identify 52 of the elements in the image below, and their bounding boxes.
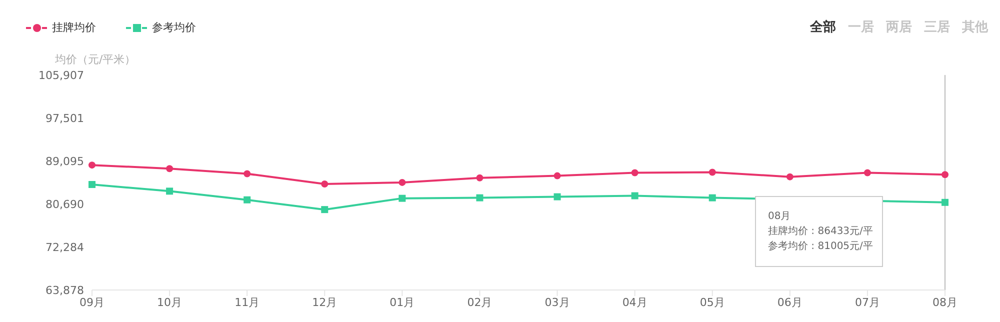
- x-tick-label: 05月: [700, 296, 725, 309]
- y-tick-label: 97,501: [46, 112, 84, 125]
- point: [708, 194, 716, 202]
- y-tick-label: 89,095: [46, 154, 84, 168]
- x-tick-label: 03月: [544, 296, 570, 309]
- point: [321, 206, 328, 214]
- annotation: 挂牌均价 : 86433元/平: [768, 224, 874, 239]
- x-tick-label: 11月: [234, 296, 260, 309]
- point: [88, 162, 96, 169]
- x-tick-label: 06月: [777, 296, 802, 309]
- legend-label: 挂牌均价: [51, 20, 96, 35]
- point: [631, 192, 638, 200]
- y-tick-label: 63,878: [46, 284, 84, 297]
- annotation: 参考均价 : 81005元/平: [768, 240, 874, 254]
- x-tick-label: 08月: [932, 296, 958, 309]
- point: [398, 194, 406, 202]
- point: [631, 169, 638, 176]
- legend-label: 参考均价: [151, 20, 196, 35]
- point: [398, 178, 406, 186]
- point: [244, 170, 251, 178]
- point: [321, 180, 328, 188]
- x-tick-label: 04月: [622, 296, 648, 309]
- point: [166, 188, 174, 195]
- text: 一居: [848, 19, 874, 36]
- point: [476, 194, 484, 202]
- y-tick-label: 72,284: [46, 240, 84, 254]
- point: [244, 196, 251, 204]
- text: 全部: [810, 18, 836, 36]
- point: [554, 193, 561, 200]
- point: [864, 169, 871, 176]
- y-axis-title: 均价（元/平米）: [55, 52, 136, 67]
- x-tick-label: 12月: [312, 296, 338, 309]
- x-tick-label: 02月: [467, 296, 492, 309]
- x-tick-label: 10月: [157, 296, 182, 309]
- point: [708, 168, 716, 176]
- tooltip-box: 08月 挂牌均价 : 86433元/平 参考均价 : 81005元/平: [755, 196, 883, 267]
- x-tick-label: 01月: [390, 296, 415, 309]
- x-tick-label: 07月: [854, 296, 880, 309]
- y-tick-label: 80,690: [46, 198, 84, 211]
- annotation: 08月: [768, 210, 792, 224]
- text: 其他: [962, 19, 988, 36]
- text: 两居: [886, 19, 912, 36]
- point: [786, 173, 794, 180]
- point: [942, 198, 948, 206]
- x-tick-label: 09月: [80, 296, 104, 309]
- point: [88, 181, 96, 188]
- point: [476, 174, 484, 182]
- y-tick-label: 105,907: [38, 68, 84, 82]
- point: [166, 165, 174, 172]
- text: 三居: [924, 19, 950, 36]
- point: [554, 172, 561, 180]
- point: [942, 171, 948, 178]
